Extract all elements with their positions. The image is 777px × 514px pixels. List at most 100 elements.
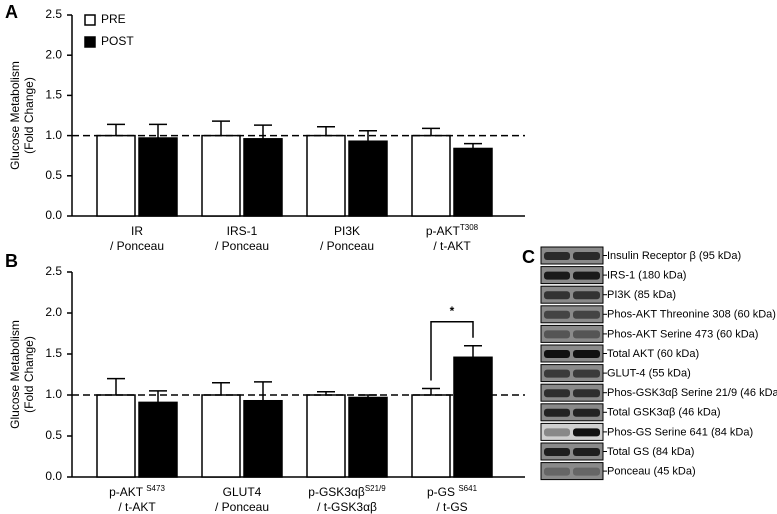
bar	[138, 137, 178, 217]
error-bar	[149, 123, 167, 139]
x-tick-label: / Ponceau	[110, 239, 164, 253]
blot-row: Total GSK3αβ (46 kDa)	[540, 403, 721, 422]
x-tick-label: / Ponceau	[215, 239, 269, 253]
bar	[306, 134, 346, 217]
blot-row: PI3K (85 kDa)	[540, 285, 676, 304]
label-text: p-AKT	[426, 224, 461, 238]
y-tick-label: 2.0	[45, 47, 62, 61]
label-superscript: T308	[460, 223, 479, 232]
significance-marker: *	[450, 304, 455, 318]
blot-band	[544, 428, 570, 437]
label-text: / Ponceau	[320, 239, 374, 253]
bar	[348, 396, 388, 478]
y-tick-label: 2.5	[45, 264, 62, 278]
label-text: PI3K	[334, 224, 360, 238]
y-tick-label: 0.0	[45, 208, 62, 222]
label-text: GLUT4	[223, 485, 262, 499]
bar	[243, 138, 283, 217]
x-tick-label: GLUT4	[223, 485, 262, 499]
error-bar	[212, 120, 230, 136]
y-axis-label: Glucose Metabolism	[8, 61, 22, 170]
error-bar	[212, 381, 230, 395]
blot-row: Phos-GS Serine 641 (84 kDa)	[540, 422, 753, 441]
panel-label: B	[5, 251, 18, 271]
label-superscript: S21/9	[365, 484, 386, 493]
y-tick-label: 2.0	[45, 305, 62, 319]
y-tick-label: 1.0	[45, 128, 62, 142]
bar	[348, 140, 388, 217]
blot-band	[573, 408, 600, 417]
blot-label: GLUT-4 (55 kDa)	[607, 368, 691, 380]
blot-band	[544, 330, 570, 339]
blot-row: Insulin Receptor β (95 kDa)	[540, 246, 741, 265]
error-bar	[107, 377, 125, 395]
y-tick-label: 1.0	[45, 387, 62, 401]
blot-band	[544, 252, 570, 260]
error-bar	[464, 142, 482, 149]
x-tick-label: / Ponceau	[320, 239, 374, 253]
x-tick-label: / t-AKT	[433, 239, 471, 253]
error-bar	[254, 381, 272, 401]
legend-swatch	[84, 36, 96, 48]
blot-band	[544, 448, 570, 456]
x-tick-label: / t-AKT	[118, 500, 156, 514]
blot-row: Phos-AKT Serine 473 (60 kDa)	[540, 324, 758, 343]
y-tick-label: 0.5	[45, 428, 62, 442]
blot-band	[573, 428, 600, 437]
blot-label: Phos-AKT Threonine 308 (60 kDa)	[607, 309, 776, 321]
y-axis-label: (Fold Change)	[22, 77, 36, 154]
blot-label: Total AKT (60 kDa)	[607, 348, 699, 360]
blot-band	[573, 350, 600, 358]
label-text: / t-AKT	[433, 239, 471, 253]
bar	[201, 394, 241, 478]
panel-label: A	[5, 2, 18, 22]
label-text: p-GS	[427, 485, 458, 499]
label-text: p-AKT	[109, 485, 146, 499]
blot-band	[573, 369, 600, 378]
bar	[201, 134, 241, 217]
blot-band	[544, 271, 570, 280]
blot-band	[544, 310, 570, 319]
error-bar	[464, 345, 482, 358]
bar	[453, 356, 493, 478]
blot-band	[573, 252, 600, 260]
significance-bracket	[430, 321, 474, 381]
blot-label: Phos-GS Serine 641 (84 kDa)	[607, 426, 753, 438]
x-tick-label: p-AKT S473	[109, 484, 165, 500]
blot-label: Phos-AKT Serine 473 (60 kDa)	[607, 328, 758, 340]
error-bar	[422, 127, 440, 136]
x-tick-label: p-AKTT308	[426, 223, 479, 239]
x-tick-label: IR	[131, 224, 143, 238]
blot-row: Phos-AKT Threonine 308 (60 kDa)	[540, 305, 776, 324]
x-tick-label: / t-GSK3αβ	[317, 500, 377, 514]
blot-label: Ponceau (45 kDa)	[607, 466, 696, 478]
x-tick-label: IRS-1	[227, 224, 258, 238]
blot-band	[573, 467, 600, 476]
blot-row: Total GS (84 kDa)	[540, 442, 694, 461]
label-text: / Ponceau	[215, 500, 269, 514]
bar	[138, 401, 178, 478]
y-tick-label: 0.0	[45, 469, 62, 483]
legend-swatch	[84, 14, 96, 26]
error-bar	[422, 387, 440, 395]
y-axis-label: Glucose Metabolism	[8, 320, 22, 429]
label-text: / t-GSK3αβ	[317, 500, 377, 514]
blot-label: IRS-1 (180 kDa)	[607, 270, 686, 282]
blot-band	[573, 310, 600, 319]
blot-band	[573, 330, 600, 339]
legend-label: PRE	[101, 12, 126, 26]
label-text: / Ponceau	[110, 239, 164, 253]
blot-label: Total GSK3αβ (46 kDa)	[607, 407, 721, 419]
blot-label: PI3K (85 kDa)	[607, 289, 676, 301]
label-superscript: S473	[146, 484, 165, 493]
blot-row: IRS-1 (180 kDa)	[540, 266, 686, 285]
label-text: p-GSK3αβ	[308, 485, 365, 499]
label-superscript: S641	[458, 484, 477, 493]
error-bar	[254, 124, 272, 139]
label-text: / t-AKT	[118, 500, 156, 514]
blot-row: Ponceau (45 kDa)	[540, 462, 696, 481]
legend-label: POST	[101, 34, 134, 48]
x-tick-label: / t-GS	[436, 500, 467, 514]
bar	[411, 134, 451, 217]
blot-row: Phos-GSK3αβ Serine 21/9 (46 kDa)	[540, 383, 777, 402]
